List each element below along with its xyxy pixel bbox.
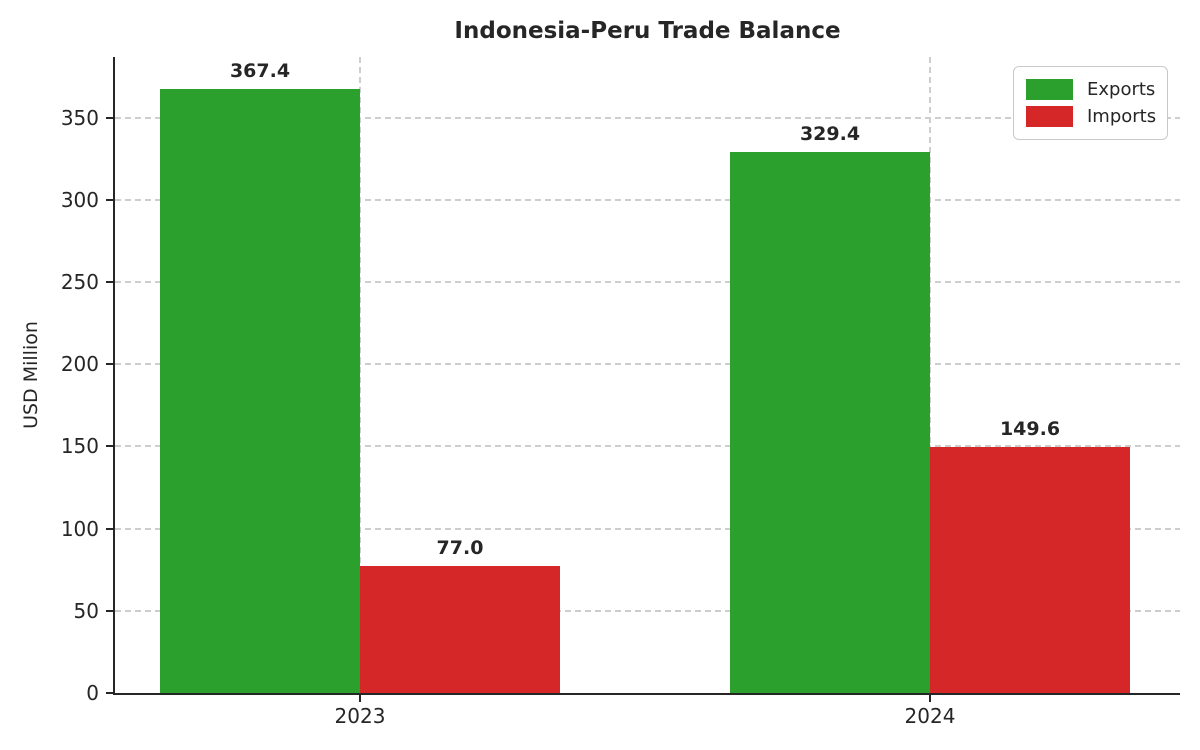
bar-value-label: 77.0 [436,537,484,560]
plot-area: 367.4 329.4 77.0 149.6 0 50 100 150 200 250 300 35… [61,57,1180,728]
y-tick-mark [106,198,113,201]
bar-value-label: 367.4 [229,60,291,83]
bar-imports-2024 [930,447,1130,693]
legend-label-exports: Exports [1087,79,1156,100]
x-axis-spine [113,693,1180,695]
bar-value-label: 329.4 [799,122,861,145]
y-tick-label: 100 [60,516,99,541]
y-tick-mark [106,527,113,530]
v-gridline [359,57,361,693]
h-gridline [115,609,1180,612]
legend-entry-imports: Imports [1026,103,1157,130]
h-gridline [115,198,1180,201]
h-gridline [115,445,1180,448]
bar-exports-2023 [160,89,360,693]
y-tick-mark [106,609,113,612]
imports-swatch [1026,106,1073,127]
y-tick-mark [106,692,113,694]
legend: Exports Imports [1013,66,1168,140]
legend-entry-exports: Exports [1026,76,1155,103]
chart-title: Indonesia-Peru Trade Balance [454,18,841,44]
bar-value-label: 149.6 [999,418,1061,441]
y-tick-mark [106,445,113,448]
bar-exports-2024 [730,151,930,693]
x-tick-mark [929,695,931,702]
h-gridline [115,281,1180,284]
x-tick-label: 2024 [904,704,956,728]
y-tick-mark [106,281,113,284]
h-gridline [115,116,1180,119]
y-tick-mark [106,116,113,119]
h-gridline [115,363,1180,366]
x-tick-label: 2023 [334,704,386,728]
y-tick-label: 350 [60,105,99,130]
h-gridline [115,527,1180,530]
y-tick-label: 300 [60,187,99,212]
exports-swatch [1026,79,1073,100]
y-tick-label: 250 [60,270,99,295]
y-tick-label: 50 [73,598,99,623]
x-tick-mark [359,695,361,702]
y-tick-label: 150 [60,434,99,459]
v-gridline [929,57,931,693]
y-tick-label: 0 [86,681,99,705]
legend-label-imports: Imports [1087,106,1157,127]
y-tick-mark [106,363,113,366]
y-tick-label: 200 [60,352,99,377]
bar-imports-2023 [360,566,560,693]
y-axis-spine [113,57,115,695]
